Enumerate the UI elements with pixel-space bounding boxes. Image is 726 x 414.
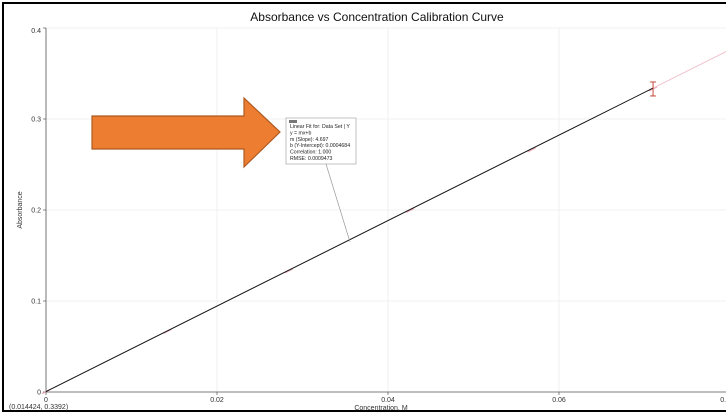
x-tick-label: 0.02 — [210, 397, 224, 404]
x-tick-label: 0.06 — [552, 397, 566, 404]
y-tick-label: 0.1 — [31, 299, 41, 306]
fit-annotation[interactable]: Linear Fit for: Data Set | Yy = mx+bm (S… — [285, 117, 357, 243]
fit-annotation-line: y = mx+b — [290, 130, 311, 136]
data-point — [527, 147, 536, 153]
fit-line-layer — [45, 51, 726, 393]
y-tick-label: 0.4 — [31, 28, 41, 35]
axes: 0 0.02 0.04 0.06 0.0 0 0.1 0.2 0.3 0.4 — [31, 27, 726, 404]
y-tick-label: 0.3 — [31, 117, 41, 124]
fit-annotation-line: Linear Fit for: Data Set | Y — [290, 124, 350, 130]
x-axis-title: Concentration, M — [354, 405, 407, 412]
fit-swatch-icon — [289, 120, 297, 123]
data-point — [405, 207, 415, 213]
calibration-chart: 0 0.02 0.04 0.06 0.0 0 0.1 0.2 0.3 0.4 Absorbance… — [9, 10, 726, 412]
fit-annotation-leader — [325, 163, 351, 243]
x-tick-label: 0.0 — [720, 397, 726, 404]
x-tick-label: 0 — [44, 397, 48, 404]
grid — [45, 27, 726, 393]
extrapolation-line — [652, 51, 726, 89]
data-point — [284, 268, 294, 274]
callout-arrow-icon — [91, 96, 281, 169]
fit-annotation-line: Correlation: 1.000 — [290, 150, 331, 156]
coordinate-readout: (0.014424, 0.3392) — [9, 404, 68, 411]
fit-annotation-line: b (Y-Intercept): 0.0004684 — [290, 143, 350, 149]
y-tick-label: 0.2 — [31, 208, 41, 215]
fit-annotation-text: Linear Fit for: Data Set | Yy = mx+bm (S… — [290, 124, 350, 162]
y-tick-label: 0 — [37, 390, 41, 397]
chart-title: Absorbance vs Concentration Calibration … — [250, 10, 504, 24]
fit-annotation-box — [285, 117, 357, 165]
data-point — [163, 328, 172, 335]
fit-annotation-line: m (Slope): 4.697 — [290, 137, 328, 143]
fit-annotation-line: RMSE: 0.0009473 — [290, 156, 333, 162]
x-tick-label: 0.04 — [381, 397, 395, 404]
y-axis-title: Absorbance — [17, 191, 24, 228]
data-series — [41, 86, 658, 395]
